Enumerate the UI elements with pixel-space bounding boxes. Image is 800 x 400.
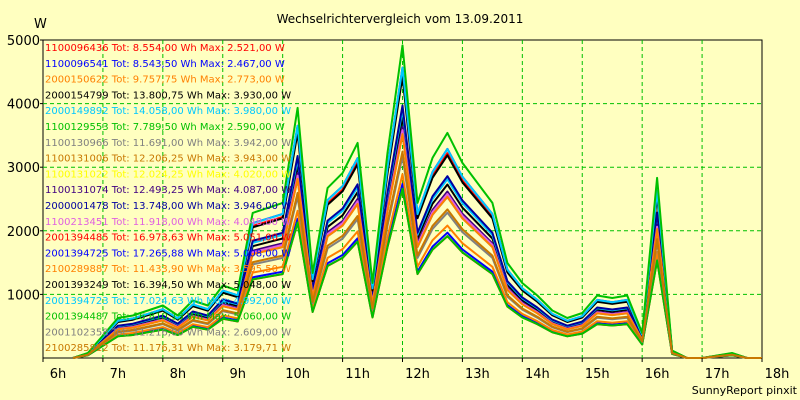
x-tick-label: 16h <box>645 367 670 382</box>
legend-entry: 1100096436 Tot: 8.554,00 Wh Max: 2.521,0… <box>45 43 285 54</box>
legend-entry: 1100131006 Tot: 12.206,25 Wh Max: 3.943,… <box>45 154 291 165</box>
footer-credit: SunnyReport pinxit <box>692 384 798 397</box>
legend-entry: 2001394485 Tot: 16.973,63 Wh Max: 5.051,… <box>45 233 291 244</box>
legend-entry: 2001102358 Tot: 11.216,00 Wh Max: 2.609,… <box>45 327 291 338</box>
legend-entry: 2100289887 Tot: 11.433,90 Wh Max: 3.595,… <box>45 264 291 275</box>
x-tick-label: 13h <box>465 367 490 382</box>
legend-entry: 2001394723 Tot: 17.024,63 Wh Max: 4.992,… <box>45 296 291 307</box>
x-axis-ticks: 6h 7h 8h 9h 10h 11h 12h 13h 14h 15h 16h 17h 18h <box>42 358 790 382</box>
legend: 1100096436 Tot: 8.554,00 Wh Max: 2.521,0… <box>45 43 291 354</box>
y-tick-label: 3000 <box>7 161 40 176</box>
grid <box>43 40 762 358</box>
y-tick-label: 4000 <box>7 98 40 113</box>
legend-entry: 2000001478 Tot: 13.748,00 Wh Max: 3.946,… <box>45 201 291 212</box>
x-tick-label: 9h <box>229 367 246 382</box>
series-line <box>72 150 762 359</box>
x-tick-label: 12h <box>405 367 430 382</box>
legend-entry: 1100213451 Tot: 11.918,00 Wh Max: 4.048,… <box>45 217 291 228</box>
legend-entry: 1100129553 Tot: 7.789,50 Wh Max: 2.590,0… <box>45 122 285 133</box>
legend-entry: 1100131022 Tot: 12.024,25 Wh Max: 4.020,… <box>45 169 291 180</box>
y-tick-label: 2000 <box>7 225 40 240</box>
chart-title: Wechselrichtervergleich vom 13.09.2011 <box>277 12 524 26</box>
y-tick-label: 1000 <box>7 288 40 303</box>
legend-entry: 2001393249 Tot: 16.394,50 Wh Max: 5.048,… <box>45 280 291 291</box>
x-tick-label: 15h <box>585 367 610 382</box>
x-tick-label: 8h <box>170 367 187 382</box>
legend-entry: 1100096541 Tot: 8.543,50 Wh Max: 2.467,0… <box>45 59 285 70</box>
legend-entry: 2000149892 Tot: 14.058,00 Wh Max: 3.980,… <box>45 106 291 117</box>
series-line <box>72 44 762 359</box>
y-axis-unit: W <box>34 17 47 32</box>
x-tick-label: 11h <box>345 367 370 382</box>
legend-entry: 1100131074 Tot: 12.493,25 Wh Max: 4.087,… <box>45 185 291 196</box>
x-tick-label: 10h <box>285 367 310 382</box>
legend-entry: 2100285812 Tot: 11.176,31 Wh Max: 3.179,… <box>45 343 291 354</box>
series-lines <box>72 44 762 359</box>
x-tick-label: 6h <box>50 367 67 382</box>
legend-entry: 2001394487 Tot: 16.810,13 Wh Max: 5.060,… <box>45 312 291 323</box>
y-tick-label: 5000 <box>7 34 40 49</box>
x-tick-label: 14h <box>525 367 550 382</box>
y-axis-ticks: 1000 2000 3000 4000 5000 <box>7 34 43 303</box>
legend-entry: 2001394725 Tot: 17.265,88 Wh Max: 5.008,… <box>45 248 291 259</box>
legend-entry: 2000150622 Tot: 9.757,75 Wh Max: 2.773,0… <box>45 75 285 86</box>
legend-entry: 1100130966 Tot: 11.691,00 Wh Max: 3.942,… <box>45 138 291 149</box>
x-tick-label: 18h <box>765 367 790 382</box>
legend-entry: 2000154799 Tot: 13.800,75 Wh Max: 3.930,… <box>45 90 291 101</box>
x-tick-label: 7h <box>110 367 127 382</box>
series-line <box>72 187 762 359</box>
x-tick-label: 17h <box>705 367 730 382</box>
